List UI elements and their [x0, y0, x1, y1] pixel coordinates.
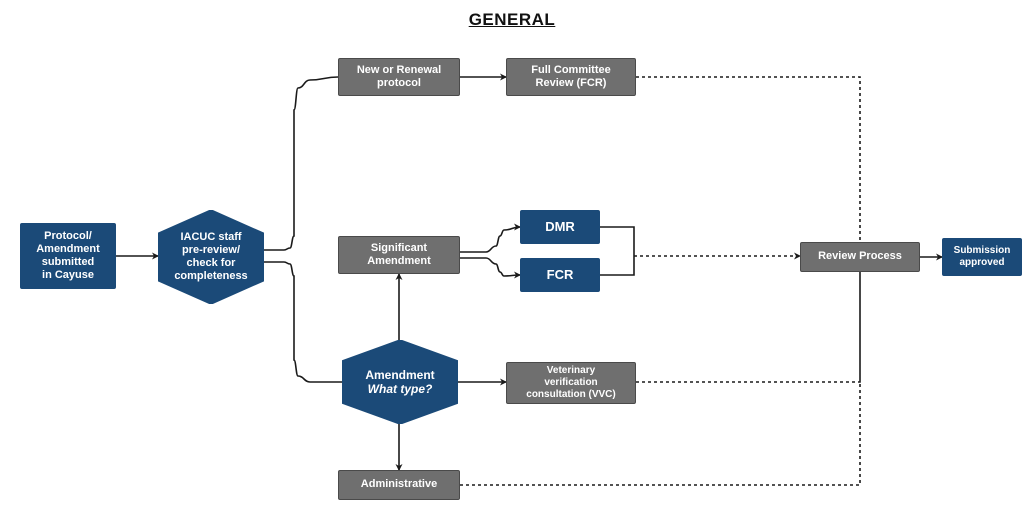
node-start-label: Protocol/ Amendment submitted in Cayuse — [36, 230, 100, 283]
node-approved: Submission approved — [942, 238, 1022, 276]
node-sigamend-label: Significant Amendment — [367, 242, 431, 268]
edge-4 — [460, 227, 520, 252]
node-prereview-label: IACUC staff pre-review/ check for comple… — [174, 231, 247, 284]
node-newrenewal-label: New or Renewal protocol — [357, 64, 441, 90]
node-review: Review Process — [800, 242, 920, 272]
node-start: Protocol/ Amendment submitted in Cayuse — [20, 223, 116, 289]
edge-6 — [600, 227, 634, 256]
node-newrenewal: New or Renewal protocol — [338, 58, 460, 96]
edge-12 — [636, 77, 860, 242]
node-sigamend: Significant Amendment — [338, 236, 460, 274]
diagram-title: GENERAL — [0, 10, 1024, 30]
node-admin-label: Administrative — [361, 478, 437, 491]
node-prereview: IACUC staff pre-review/ check for comple… — [158, 210, 264, 304]
node-fcr_mid: FCR — [520, 258, 600, 292]
node-approved-label: Submission approved — [954, 245, 1011, 269]
edge-1 — [264, 77, 338, 250]
node-amendtype: AmendmentWhat type? — [342, 340, 458, 424]
node-fcr_top: Full Committee Review (FCR) — [506, 58, 636, 96]
node-amendtype-label: AmendmentWhat type? — [365, 368, 434, 397]
node-review-label: Review Process — [818, 250, 902, 263]
edge-2 — [264, 262, 342, 382]
node-vvc-label: Veterinary verification consultation (VV… — [526, 365, 615, 401]
node-dmr-label: DMR — [545, 219, 575, 235]
node-fcr_mid-label: FCR — [547, 267, 574, 283]
node-admin: Administrative — [338, 470, 460, 500]
node-vvc: Veterinary verification consultation (VV… — [506, 362, 636, 404]
node-fcr_top-label: Full Committee Review (FCR) — [531, 64, 610, 90]
edge-5 — [460, 258, 520, 276]
node-dmr: DMR — [520, 210, 600, 244]
edge-7 — [600, 256, 634, 275]
edge-13 — [636, 272, 860, 382]
